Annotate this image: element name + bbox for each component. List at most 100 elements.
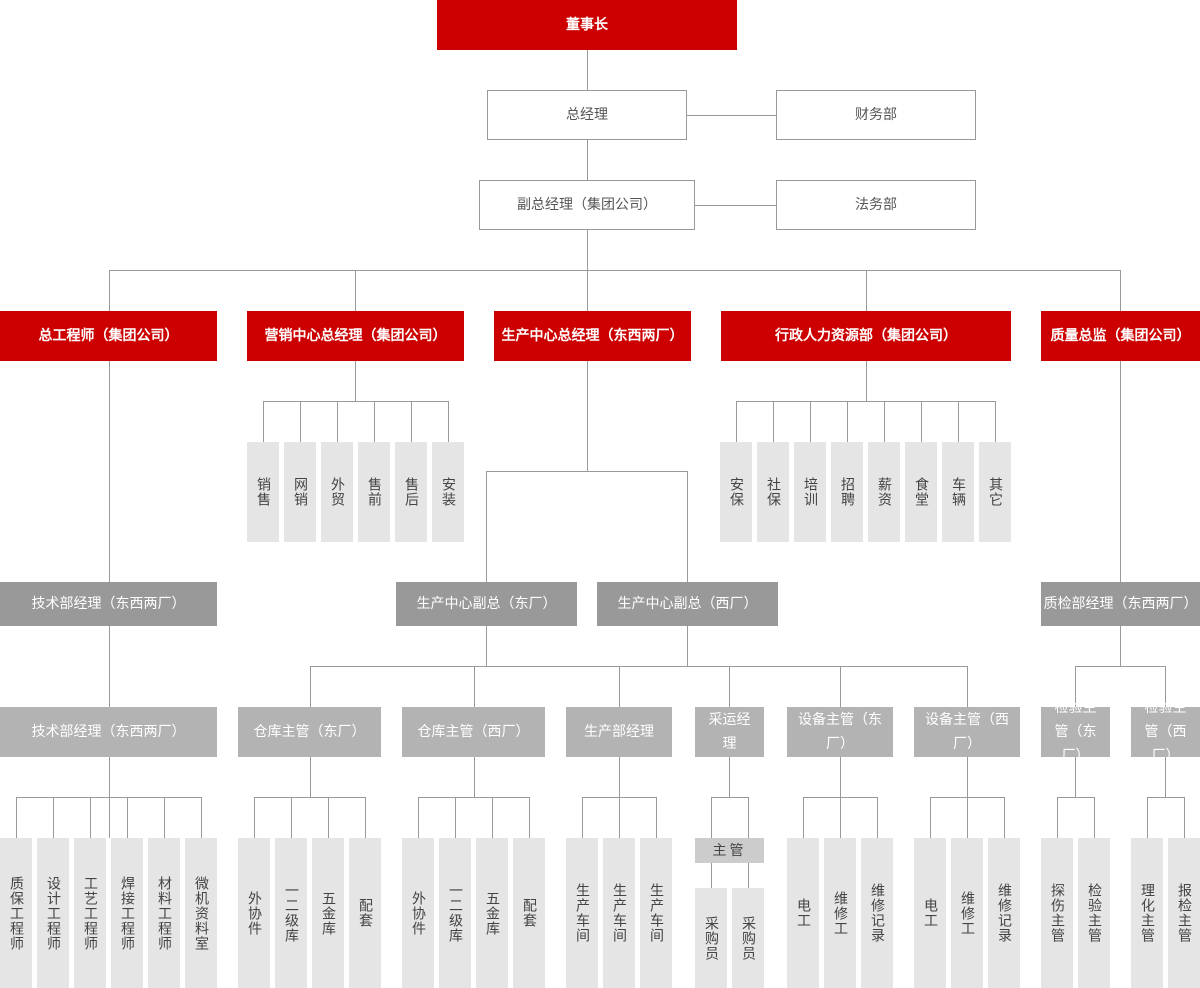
staff-node: 电工 bbox=[787, 838, 819, 988]
leaf-label: 外贸 bbox=[329, 477, 345, 507]
supervisor-node: 仓库主管（西厂） bbox=[402, 707, 545, 757]
staff-node: 一二级库 bbox=[439, 838, 471, 988]
leaf-label: 外协件 bbox=[410, 890, 426, 936]
leaf-label: 焊接工程师 bbox=[119, 875, 135, 951]
admin-unit-node: 车辆 bbox=[942, 442, 974, 542]
staff-node: 采购员 bbox=[695, 888, 727, 988]
leaf-label: 其它 bbox=[987, 477, 1003, 507]
sales-unit-node: 外贸 bbox=[321, 442, 353, 542]
sales-unit-node: 销售 bbox=[247, 442, 279, 542]
leaf-label: 五金库 bbox=[320, 890, 336, 936]
supervisor-node: 检验主管（东厂） bbox=[1041, 700, 1110, 764]
leaf-label: 工艺工程师 bbox=[82, 875, 98, 951]
supervisor-node: 仓库主管（东厂） bbox=[238, 707, 381, 757]
admin-unit-node: 薪资 bbox=[868, 442, 900, 542]
leaf-label: 薪资 bbox=[876, 477, 892, 507]
staff-node: 配套 bbox=[349, 838, 381, 988]
leaf-label: 理化主管 bbox=[1139, 883, 1155, 943]
staff-node: 电工 bbox=[914, 838, 946, 988]
leaf-label: 探伤主管 bbox=[1049, 883, 1065, 943]
manager-node: 生产中心副总（西厂） bbox=[597, 582, 778, 626]
leaf-label: 安装 bbox=[440, 477, 456, 507]
staff-node: 工艺工程师 bbox=[74, 838, 106, 988]
leaf-label: 电工 bbox=[922, 898, 938, 928]
staff-node: 生产车间 bbox=[640, 838, 672, 988]
deputy-gm-node: 副总经理（集团公司） bbox=[479, 180, 695, 230]
staff-node: 生产车间 bbox=[603, 838, 635, 988]
staff-node: 外协件 bbox=[238, 838, 270, 988]
division-node: 质量总监（集团公司） bbox=[1041, 311, 1200, 361]
sales-unit-node: 网销 bbox=[284, 442, 316, 542]
leaf-label: 维修工 bbox=[832, 890, 848, 936]
staff-node: 采购员 bbox=[732, 888, 764, 988]
leaf-label: 生产车间 bbox=[648, 883, 664, 943]
leaf-label: 报检主管 bbox=[1176, 883, 1192, 943]
admin-unit-node: 其它 bbox=[979, 442, 1011, 542]
leaf-label: 安保 bbox=[728, 477, 744, 507]
leaf-label: 电工 bbox=[795, 898, 811, 928]
finance-node: 财务部 bbox=[776, 90, 976, 140]
sales-unit-node: 安装 bbox=[432, 442, 464, 542]
leaf-label: 维修记录 bbox=[869, 883, 885, 943]
manager-node: 技术部经理（东西两厂） bbox=[0, 582, 217, 626]
leaf-label: 车辆 bbox=[950, 477, 966, 507]
leaf-label: 生产车间 bbox=[574, 883, 590, 943]
division-node: 行政人力资源部（集团公司） bbox=[721, 311, 1011, 361]
leaf-label: 维修工 bbox=[959, 890, 975, 936]
leaf-label: 配套 bbox=[521, 898, 537, 928]
leaf-label: 销售 bbox=[255, 477, 271, 507]
staff-node: 报检主管 bbox=[1168, 838, 1200, 988]
leaf-label: 网销 bbox=[292, 477, 308, 507]
staff-node: 焊接工程师 bbox=[111, 838, 143, 988]
leaf-label: 采购员 bbox=[703, 915, 719, 961]
staff-node: 维修工 bbox=[824, 838, 856, 988]
leaf-label: 招聘 bbox=[839, 477, 855, 507]
leaf-label: 微机资料室 bbox=[193, 875, 209, 951]
staff-node: 一二级库 bbox=[275, 838, 307, 988]
staff-node: 维修记录 bbox=[861, 838, 893, 988]
division-node: 生产中心总经理（东西两厂） bbox=[494, 311, 691, 361]
legal-node: 法务部 bbox=[776, 180, 976, 230]
leaf-label: 检验主管 bbox=[1086, 883, 1102, 943]
manager-node: 生产中心副总（东厂） bbox=[396, 582, 577, 626]
admin-unit-node: 培训 bbox=[794, 442, 826, 542]
admin-unit-node: 社保 bbox=[757, 442, 789, 542]
staff-node: 微机资料室 bbox=[185, 838, 217, 988]
staff-node: 检验主管 bbox=[1078, 838, 1110, 988]
division-node: 营销中心总经理（集团公司） bbox=[247, 311, 464, 361]
admin-unit-node: 招聘 bbox=[831, 442, 863, 542]
admin-unit-node: 安保 bbox=[720, 442, 752, 542]
division-node: 总工程师（集团公司） bbox=[0, 311, 217, 361]
staff-node: 五金库 bbox=[476, 838, 508, 988]
sales-unit-node: 售前 bbox=[358, 442, 390, 542]
purchase-supervisor-node: 主管 bbox=[695, 838, 764, 863]
leaf-label: 外协件 bbox=[246, 890, 262, 936]
supervisor-node: 采运经理 bbox=[695, 707, 764, 757]
staff-node: 质保工程师 bbox=[0, 838, 32, 988]
staff-node: 五金库 bbox=[312, 838, 344, 988]
leaf-label: 设计工程师 bbox=[45, 875, 61, 951]
leaf-label: 售前 bbox=[366, 477, 382, 507]
leaf-label: 培训 bbox=[802, 477, 818, 507]
supervisor-node: 设备主管（东厂） bbox=[787, 707, 893, 757]
staff-node: 配套 bbox=[513, 838, 545, 988]
staff-node: 设计工程师 bbox=[37, 838, 69, 988]
leaf-label: 配套 bbox=[357, 898, 373, 928]
staff-node: 维修记录 bbox=[988, 838, 1020, 988]
sales-unit-node: 售后 bbox=[395, 442, 427, 542]
leaf-label: 质保工程师 bbox=[8, 875, 24, 951]
supervisor-node: 技术部经理（东西两厂） bbox=[0, 707, 217, 757]
leaf-label: 五金库 bbox=[484, 890, 500, 936]
manager-node: 质检部经理（东西两厂） bbox=[1041, 582, 1200, 626]
leaf-label: 维修记录 bbox=[996, 883, 1012, 943]
general-manager-node: 总经理 bbox=[487, 90, 687, 140]
supervisor-node: 检验主管（西厂） bbox=[1131, 700, 1200, 764]
leaf-label: 材料工程师 bbox=[156, 875, 172, 951]
leaf-label: 一二级库 bbox=[447, 883, 463, 943]
leaf-label: 一二级库 bbox=[283, 883, 299, 943]
staff-node: 理化主管 bbox=[1131, 838, 1163, 988]
leaf-label: 生产车间 bbox=[611, 883, 627, 943]
staff-node: 材料工程师 bbox=[148, 838, 180, 988]
staff-node: 探伤主管 bbox=[1041, 838, 1073, 988]
